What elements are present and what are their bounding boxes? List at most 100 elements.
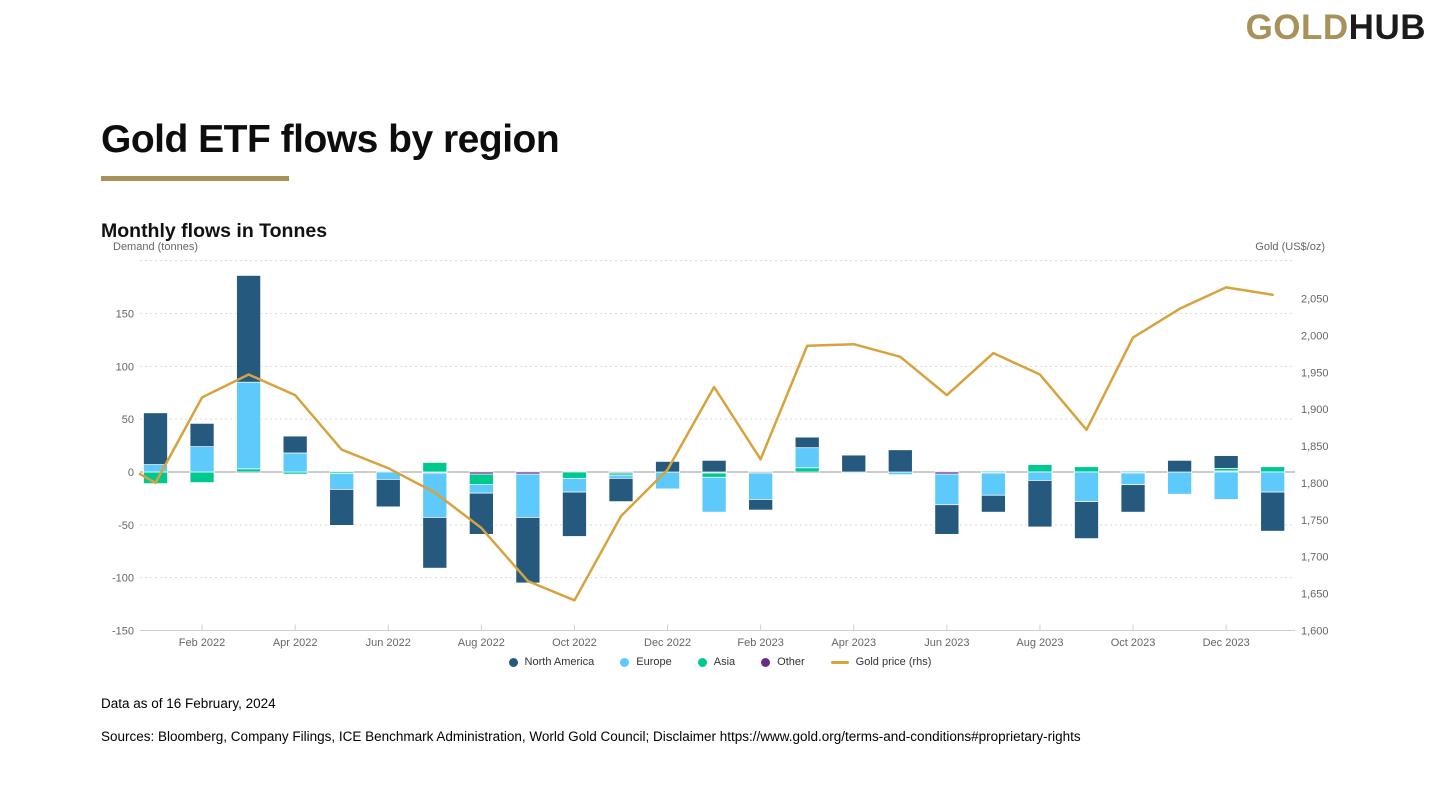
- legend-color-dot: [620, 657, 630, 667]
- bar-segment-north-america-dec-2023: [1213, 455, 1239, 469]
- bar-segment-europe-feb-2022: [189, 446, 215, 473]
- bar-segment-europe-jan-2023: [701, 476, 727, 513]
- page-title: Gold ETF flows by region: [101, 118, 560, 161]
- left-axis-tick: 0: [128, 467, 134, 479]
- right-axis-tick: 1,950: [1301, 367, 1329, 379]
- legend-line-swatch: [830, 660, 849, 664]
- bar-segment-asia-oct-2022: [562, 471, 587, 479]
- x-axis-label: Jun 2022: [366, 637, 411, 649]
- bar-segment-europe-nov-2022: [608, 474, 634, 479]
- bar-segment-north-america-mar-2022: [236, 275, 261, 383]
- logo-hub-text: HUB: [1348, 8, 1426, 47]
- logo-gold-text: GOLD: [1245, 8, 1349, 47]
- bar-segment-asia-jul-2023: [981, 470, 1006, 473]
- bar-segment-europe-oct-2023: [1120, 472, 1146, 486]
- bar-segment-europe-jul-2022: [422, 472, 448, 518]
- bar-segment-north-america-aug-2023: [1027, 480, 1053, 528]
- bar-segment-europe-aug-2023: [1027, 471, 1053, 481]
- bar-segment-north-america-jul-2022: [422, 517, 448, 569]
- bar-segment-asia-aug-2022: [469, 473, 494, 486]
- bar-segment-europe-dec-2022: [655, 471, 680, 490]
- chart-subtitle: Monthly flows in Tonnes: [101, 220, 328, 242]
- bar-segment-north-america-jan-2023: [701, 460, 727, 473]
- bar-segment-europe-nov-2023: [1167, 471, 1192, 495]
- legend-label: Europe: [636, 656, 672, 668]
- legend-label: Asia: [713, 656, 736, 668]
- bar-segment-north-america-apr-2022: [282, 435, 308, 454]
- bar-segment-asia-mar-2023: [794, 467, 820, 473]
- bar-segment-europe-apr-2022: [282, 452, 308, 473]
- legend-item-other[interactable]: Other: [761, 656, 805, 668]
- x-axis-label: Oct 2023: [1111, 637, 1156, 649]
- x-axis-label: Aug 2022: [458, 637, 505, 649]
- bar-segment-asia-dec-2023: [1213, 467, 1239, 472]
- legend-item-europe[interactable]: Europe: [620, 656, 672, 668]
- bar-segment-europe-jun-2023: [934, 473, 960, 506]
- legend-label: North America: [524, 656, 595, 668]
- legend-item-north-america[interactable]: North America: [508, 656, 595, 668]
- bar-segment-north-america-nov-2023: [1167, 460, 1192, 473]
- legend-item-gold-price-rhs-[interactable]: Gold price (rhs): [830, 656, 931, 668]
- x-axis-label: Dec 2022: [644, 637, 691, 649]
- bar-segment-north-america-jun-2022: [375, 479, 401, 508]
- bar-segment-europe-may-2022: [329, 473, 355, 490]
- left-axis-tick: 50: [122, 414, 134, 426]
- bar-segment-north-america-oct-2023: [1120, 484, 1146, 513]
- bar-segment-europe-jul-2023: [981, 472, 1006, 496]
- bar-segment-asia-jan-2024: [1260, 466, 1286, 473]
- bar-segment-europe-may-2023: [887, 471, 913, 475]
- x-axis-label: Apr 2023: [831, 637, 876, 649]
- x-axis-label: Apr 2022: [273, 637, 318, 649]
- legend-color-dot: [508, 657, 518, 667]
- bar-segment-europe-sep-2023: [1074, 471, 1099, 502]
- right-axis-title: Gold (US$/oz): [1255, 241, 1325, 253]
- sources-note: Sources: Bloomberg, Company Filings, ICE…: [101, 729, 1081, 744]
- gold-price-line: [138, 286, 1274, 602]
- data-as-of-note: Data as of 16 February, 2024: [101, 696, 276, 711]
- bar-segment-north-america-jul-2023: [981, 494, 1006, 513]
- legend-color-dot: [697, 657, 707, 667]
- bar-segment-north-america-may-2022: [329, 489, 355, 526]
- bar-segment-asia-mar-2022: [236, 468, 261, 473]
- left-axis-tick: 100: [116, 361, 134, 373]
- bar-segment-europe-jan-2024: [1260, 471, 1286, 493]
- x-axis-label: Aug 2023: [1016, 637, 1063, 649]
- bar-segment-north-america-jun-2023: [934, 504, 960, 535]
- bar-segment-north-america-may-2023: [887, 449, 913, 473]
- bar-segment-europe-mar-2022: [236, 381, 261, 470]
- bar-segment-asia-feb-2022: [189, 471, 215, 483]
- goldhub-logo[interactable]: GOLDHUB: [1246, 8, 1426, 48]
- bar-segment-asia-jan-2023: [701, 472, 727, 478]
- legend-item-asia[interactable]: Asia: [697, 656, 736, 668]
- bar-segment-asia-aug-2023: [1027, 464, 1053, 473]
- bar-segment-europe-aug-2022: [469, 484, 494, 494]
- left-axis-tick: -50: [118, 520, 134, 532]
- bar-segment-europe-sep-2022: [515, 473, 541, 518]
- bar-segment-north-america-oct-2022: [562, 491, 587, 537]
- right-axis-tick: 1,650: [1301, 589, 1329, 601]
- x-axis-label: Jun 2023: [924, 637, 969, 649]
- bar-segment-europe-dec-2023: [1213, 471, 1239, 500]
- bar-segment-north-america-feb-2023: [748, 499, 774, 511]
- bar-segment-north-america-feb-2022: [189, 423, 215, 447]
- x-axis-label: Feb 2023: [737, 637, 783, 649]
- bar-segment-north-america-apr-2023: [841, 454, 867, 473]
- bar-segment-europe-oct-2022: [562, 477, 587, 493]
- right-axis-tick: 1,900: [1301, 404, 1329, 416]
- legend-color-dot: [761, 657, 771, 667]
- bar-segment-asia-jul-2022: [422, 462, 448, 473]
- right-axis-tick: 1,750: [1301, 515, 1329, 527]
- bar-segment-asia-sep-2023: [1074, 466, 1099, 473]
- right-axis-tick: 1,700: [1301, 552, 1329, 564]
- x-axis-label: Feb 2022: [179, 637, 225, 649]
- right-axis-tick: 1,850: [1301, 441, 1329, 453]
- left-axis-tick: 150: [116, 308, 134, 320]
- bar-segment-europe-feb-2023: [748, 472, 774, 500]
- right-axis-tick: 2,050: [1301, 293, 1329, 305]
- bar-segment-north-america-mar-2023: [794, 436, 820, 449]
- right-axis-tick: 2,000: [1301, 330, 1329, 342]
- bar-segment-north-america-nov-2022: [608, 477, 634, 502]
- left-axis-tick: -100: [112, 573, 134, 585]
